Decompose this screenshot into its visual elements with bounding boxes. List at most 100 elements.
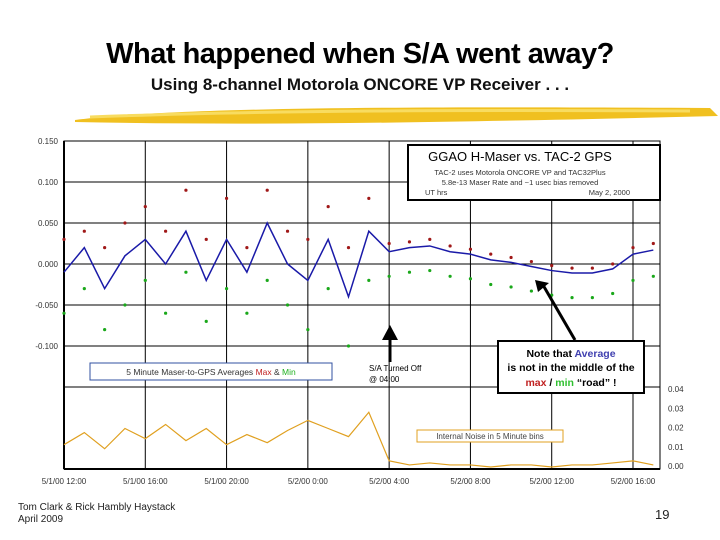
- data-point-min: [448, 274, 452, 278]
- data-point-max: [631, 246, 635, 250]
- y-tick-label: 0.000: [38, 260, 59, 269]
- data-point-max: [428, 237, 432, 241]
- x-axis-label: UT hrs: [425, 188, 448, 197]
- svg-text:@ 04:00: @ 04:00: [369, 375, 400, 384]
- data-point-min: [489, 282, 493, 287]
- data-point-max: [224, 196, 229, 200]
- data-point-min: [204, 319, 208, 323]
- data-point-max: [509, 255, 513, 260]
- data-point-max: [143, 205, 147, 209]
- y-right-tick-label: 0.00: [668, 462, 684, 471]
- data-point-max: [123, 221, 127, 225]
- y-tick-label: -0.100: [35, 342, 58, 351]
- y-right-tick-label: 0.01: [668, 443, 684, 452]
- data-point-min: [367, 278, 371, 282]
- data-point-min: [346, 344, 351, 348]
- data-point-min: [143, 278, 147, 282]
- series-line-average: [63, 221, 654, 300]
- data-point-min: [590, 296, 594, 300]
- chart: 5/1/00 12:00 5/1/00 16:00 5/1/00 20:00 5/2/…: [35, 137, 684, 486]
- yellow-brush-stroke: [75, 107, 718, 124]
- sa-annotation: S/A Turned Off @ 04:00: [369, 325, 422, 384]
- x-tick-label: 5/1/00 12:00: [42, 477, 87, 486]
- data-point-min: [123, 303, 127, 307]
- data-point-min: [570, 296, 574, 300]
- data-point-max: [285, 229, 290, 233]
- note-callout: Note that Average is not in the middle o…: [497, 280, 645, 394]
- y-tick-label: 0.150: [38, 137, 59, 146]
- y-left-tick-labels: 0.150 0.100 0.050 0.000 -0.050 -0.100: [35, 137, 58, 351]
- data-point-max: [62, 237, 66, 241]
- x-tick-label: 5/2/00 12:00: [529, 477, 574, 486]
- data-point-min: [428, 268, 432, 273]
- chart-title: GGAO H-Maser vs. TAC-2 GPS: [428, 149, 612, 164]
- data-point-min: [306, 328, 310, 332]
- footer-credits: Tom Clark & Rick Hambly Haystack April 2…: [18, 502, 175, 526]
- data-point-min: [631, 278, 635, 282]
- data-point-max: [265, 188, 269, 192]
- data-point-max: [651, 241, 655, 246]
- x-tick-label: 5/1/00 20:00: [204, 477, 249, 486]
- x-tick-labels: 5/1/00 12:00 5/1/00 16:00 5/1/00 20:00 5/2/…: [42, 477, 656, 486]
- y-right-tick-label: 0.02: [668, 424, 684, 433]
- data-point-min: [387, 274, 391, 278]
- x-tick-label: 5/2/00 4:00: [369, 477, 410, 486]
- data-point-min: [265, 278, 269, 282]
- data-point-max: [184, 188, 188, 192]
- y-right-tick-labels: 0.04 0.03 0.02 0.01 0.00: [668, 385, 684, 471]
- date-note: May 2, 2000: [589, 188, 630, 197]
- data-point-max: [306, 237, 310, 241]
- up-arrow-icon: [382, 325, 398, 340]
- y-tick-label: -0.050: [35, 301, 58, 310]
- data-point-max: [448, 244, 452, 248]
- slide-subtitle: Using 8-channel Motorola ONCORE VP Recei…: [150, 75, 570, 94]
- data-point-min: [164, 311, 168, 315]
- x-tick-label: 5/2/00 16:00: [611, 477, 656, 486]
- data-point-min: [509, 285, 513, 289]
- chart-title-box: GGAO H-Maser vs. TAC-2 GPS TAC-2 uses Mo…: [407, 144, 661, 201]
- data-point-max: [346, 246, 351, 250]
- data-point-max: [367, 196, 371, 200]
- x-tick-label: 5/2/00 8:00: [450, 477, 491, 486]
- y-tick-label: 0.050: [38, 219, 59, 228]
- data-point-min: [407, 270, 412, 274]
- svg-text:max / min “road” !: max / min “road” !: [525, 377, 616, 389]
- data-point-max: [611, 262, 615, 266]
- legend-text: 5 Minute Maser-to-GPS Averages Max & Min: [126, 367, 296, 377]
- data-point-max: [590, 266, 594, 270]
- data-point-max: [245, 246, 249, 250]
- chart-subtitle-2: 5.8e-13 Maser Rate and ~1 usec bias remo…: [442, 178, 599, 187]
- footer-date: April 2009: [18, 514, 64, 525]
- series-layer: [62, 188, 655, 348]
- data-point-min: [103, 328, 107, 332]
- data-point-max: [468, 247, 473, 251]
- data-point-min: [468, 277, 473, 281]
- chart-subtitle-1: TAC-2 uses Motorola ONCORE VP and TAC32P…: [434, 168, 605, 177]
- data-point-max: [407, 240, 412, 244]
- data-point-max: [82, 229, 86, 233]
- data-point-min: [62, 311, 66, 315]
- data-point-max: [204, 237, 208, 241]
- x-tick-label: 5/1/00 16:00: [123, 477, 168, 486]
- data-point-min: [82, 287, 86, 291]
- data-point-min: [224, 287, 229, 291]
- svg-text:Internal Noise in 5 Minute bin: Internal Noise in 5 Minute bins: [436, 432, 544, 441]
- arrow-icon: [535, 280, 549, 292]
- data-point-max: [489, 252, 493, 256]
- data-point-max: [570, 266, 574, 270]
- slide-title: What happened when S/A went away?: [106, 38, 614, 70]
- x-tick-label: 5/2/00 0:00: [288, 477, 329, 486]
- data-point-min: [529, 289, 533, 293]
- data-point-min: [285, 303, 290, 307]
- data-point-max: [164, 229, 168, 233]
- data-point-max: [326, 205, 330, 209]
- data-point-min: [651, 274, 655, 278]
- footer-authors: Tom Clark & Rick Hambly Haystack: [18, 502, 176, 513]
- data-point-max: [550, 264, 554, 268]
- page-number: 19: [655, 507, 670, 522]
- data-point-min: [611, 291, 615, 296]
- y-tick-label: 0.100: [38, 178, 59, 187]
- data-point-max: [103, 246, 107, 250]
- data-point-min: [245, 311, 249, 315]
- data-point-min: [326, 287, 330, 291]
